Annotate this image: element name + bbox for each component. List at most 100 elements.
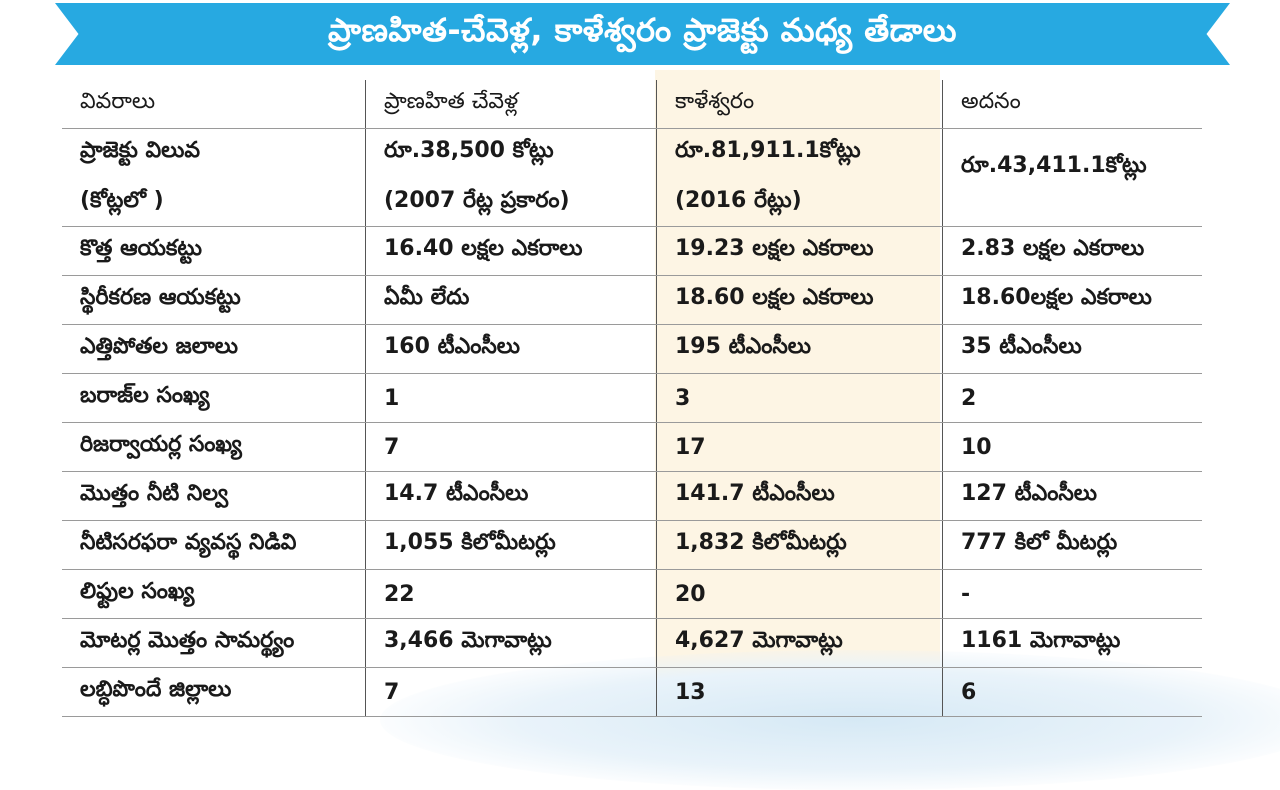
row-label: రిజర్వాయర్ల సంఖ్య — [62, 422, 366, 472]
kaleshwaram-value-line: 19.23 లక్షల ఎకరాలు — [675, 236, 874, 261]
table-row: బరాజ్‌ల సంఖ్య 1 3 2 — [62, 373, 1202, 423]
pranahita-value-line: 3,466 మెగావాట్లు — [384, 628, 552, 653]
difference-value: 6 — [942, 667, 1202, 717]
kaleshwaram-value-line: రూ.81,911.1కోట్లు — [675, 137, 861, 163]
difference-value-line: 2 — [961, 385, 977, 411]
kaleshwaram-value-line: 1,832 కిలోమీటర్లు — [675, 530, 847, 555]
kaleshwaram-value: రూ.81,911.1కోట్లు (2016 రేట్లు) — [656, 128, 943, 227]
row-label: మోటర్ల మొత్తం సామర్థ్యం — [62, 618, 366, 668]
table-row: ప్రాజెక్టు విలువ (కోట్లలో ) రూ.38,500 కోట్… — [62, 128, 1202, 227]
difference-value-line: 2.83 లక్షల ఎకరాలు — [961, 236, 1145, 261]
row-label-line: రిజర్వాయర్ల సంఖ్య — [80, 432, 242, 457]
header-details: వివరాలు — [62, 80, 366, 129]
pranahita-value-line: 1,055 కిలోమీటర్లు — [384, 530, 556, 555]
difference-value-line: 10 — [961, 434, 992, 460]
kaleshwaram-value-line: 4,627 మెగావాట్లు — [675, 628, 843, 653]
difference-value: 127 టీఎంసీలు — [942, 471, 1202, 521]
row-label-line: ఎత్తిపోతల జలాలు — [80, 334, 238, 359]
row-label-line: స్థిరీకరణ ఆయకట్టు — [80, 285, 241, 310]
table-row: లిఫ్టుల సంఖ్య 22 20 - — [62, 569, 1202, 619]
kaleshwaram-value-line: 195 టీఎంసీలు — [675, 334, 812, 359]
row-label: నీటిసరఫరా వ్యవస్థ నిడివి — [62, 520, 366, 570]
difference-value: 777 కిలో మీటర్లు — [942, 520, 1202, 570]
pranahita-value: 7 — [365, 667, 657, 717]
pranahita-value: 1 — [365, 373, 657, 423]
pranahita-value: 1,055 కిలోమీటర్లు — [365, 520, 657, 570]
difference-value: 18.60లక్షల ఎకరాలు — [942, 275, 1202, 325]
row-label: బరాజ్‌ల సంఖ్య — [62, 373, 366, 423]
pranahita-value-line: 1 — [384, 385, 400, 411]
difference-value-line: 18.60లక్షల ఎకరాలు — [961, 285, 1152, 310]
difference-value: 10 — [942, 422, 1202, 472]
difference-value: 1161 మెగావాట్లు — [942, 618, 1202, 668]
kaleshwaram-value-line: 20 — [675, 581, 706, 607]
table-row: నీటిసరఫరా వ్యవస్థ నిడివి 1,055 కిలోమీటర్ల… — [62, 520, 1202, 570]
kaleshwaram-value: 3 — [656, 373, 943, 423]
kaleshwaram-value-line: 18.60 లక్షల ఎకరాలు — [675, 285, 874, 310]
row-label-line: బరాజ్‌ల సంఖ్య — [80, 383, 210, 408]
pranahita-value: 14.7 టీఎంసీలు — [365, 471, 657, 521]
row-label-line: లబ్ధిపొందే జిల్లాలు — [80, 677, 232, 702]
difference-value-line: 1161 మెగావాట్లు — [961, 628, 1121, 653]
pranahita-value-line: రూ.38,500 కోట్లు — [384, 137, 554, 163]
pranahita-value-line: 7 — [384, 679, 400, 705]
comparison-table: వివరాలు ప్రాణహిత చేవెళ్ల కాళేశ్వరం అదనం … — [62, 80, 1202, 717]
pranahita-value-line: 160 టీఎంసీలు — [384, 334, 521, 359]
row-label-line: మోటర్ల మొత్తం సామర్థ్యం — [80, 628, 295, 653]
row-label: ఎత్తిపోతల జలాలు — [62, 324, 366, 374]
difference-value-line: రూ.43,411.1కోట్లు — [961, 152, 1147, 178]
row-label: ప్రాజెక్టు విలువ (కోట్లలో ) — [62, 128, 366, 227]
pranahita-value-line: ఏమీ లేదు — [384, 285, 470, 310]
pranahita-value: 160 టీఎంసీలు — [365, 324, 657, 374]
header-pranahita-chevella: ప్రాణహిత చేవెళ్ల — [365, 80, 657, 129]
difference-value-line: 127 టీఎంసీలు — [961, 481, 1098, 506]
pranahita-value-line: 14.7 టీఎంసీలు — [384, 481, 529, 506]
page-title: ప్రాణహిత-చేవెళ్ల, కాళేశ్వరం ప్రాజెక్టు మ… — [328, 11, 957, 49]
kaleshwaram-value: 4,627 మెగావాట్లు — [656, 618, 943, 668]
row-label: లిఫ్టుల సంఖ్య — [62, 569, 366, 619]
kaleshwaram-value: 17 — [656, 422, 943, 472]
pranahita-value-line: 16.40 లక్షల ఎకరాలు — [384, 236, 583, 261]
row-label-line: మొత్తం నీటి నిల్వ — [80, 481, 229, 506]
kaleshwaram-value: 141.7 టీఎంసీలు — [656, 471, 943, 521]
pranahita-value: రూ.38,500 కోట్లు (2007 రేట్ల ప్రకారం) — [365, 128, 657, 227]
difference-value-line: 777 కిలో మీటర్లు — [961, 530, 1118, 555]
difference-value: 35 టీఎంసీలు — [942, 324, 1202, 374]
pranahita-value: 16.40 లక్షల ఎకరాలు — [365, 226, 657, 276]
table-row: స్థిరీకరణ ఆయకట్టు ఏమీ లేదు 18.60 లక్షల ఎకర… — [62, 275, 1202, 325]
difference-value: 2.83 లక్షల ఎకరాలు — [942, 226, 1202, 276]
difference-value-line: 35 టీఎంసీలు — [961, 334, 1082, 359]
table-row: మొత్తం నీటి నిల్వ 14.7 టీఎంసీలు 141.7 టీఎం… — [62, 471, 1202, 521]
difference-value: రూ.43,411.1కోట్లు — [942, 128, 1202, 227]
row-label: కొత్త ఆయకట్టు — [62, 226, 366, 276]
header-difference: అదనం — [942, 80, 1202, 129]
row-label: లబ్ధిపొందే జిల్లాలు — [62, 667, 366, 717]
pranahita-value-line: (2007 రేట్ల ప్రకారం) — [384, 187, 570, 213]
table-row: లబ్ధిపొందే జిల్లాలు 7 13 6 — [62, 667, 1202, 717]
kaleshwaram-value-line: 141.7 టీఎంసీలు — [675, 481, 835, 506]
table-row: ఎత్తిపోతల జలాలు 160 టీఎంసీలు 195 టీఎంసీలు 3… — [62, 324, 1202, 374]
difference-value: 2 — [942, 373, 1202, 423]
difference-value: - — [942, 569, 1202, 619]
row-label: మొత్తం నీటి నిల్వ — [62, 471, 366, 521]
kaleshwaram-value: 20 — [656, 569, 943, 619]
difference-value-line: - — [961, 581, 971, 607]
kaleshwaram-value: 13 — [656, 667, 943, 717]
pranahita-value: ఏమీ లేదు — [365, 275, 657, 325]
row-label-line: ప్రాజెక్టు విలువ — [80, 137, 201, 163]
pranahita-value: 22 — [365, 569, 657, 619]
row-label-line: (కోట్లలో ) — [80, 187, 164, 213]
kaleshwaram-value: 195 టీఎంసీలు — [656, 324, 943, 374]
kaleshwaram-value-line: 13 — [675, 679, 706, 705]
pranahita-value-line: 7 — [384, 434, 400, 460]
row-label-line: కొత్త ఆయకట్టు — [80, 236, 202, 261]
table-row: రిజర్వాయర్ల సంఖ్య 7 17 10 — [62, 422, 1202, 472]
difference-value-line: 6 — [961, 679, 977, 705]
table-row: మోటర్ల మొత్తం సామర్థ్యం 3,466 మెగావాట్లు 4… — [62, 618, 1202, 668]
pranahita-value: 7 — [365, 422, 657, 472]
title-banner: ప్రాణహిత-చేవెళ్ల, కాళేశ్వరం ప్రాజెక్టు మ… — [55, 3, 1230, 65]
table-header-row: వివరాలు ప్రాణహిత చేవెళ్ల కాళేశ్వరం అదనం — [62, 80, 1202, 129]
pranahita-value: 3,466 మెగావాట్లు — [365, 618, 657, 668]
header-kaleshwaram: కాళేశ్వరం — [656, 80, 943, 129]
kaleshwaram-value: 18.60 లక్షల ఎకరాలు — [656, 275, 943, 325]
